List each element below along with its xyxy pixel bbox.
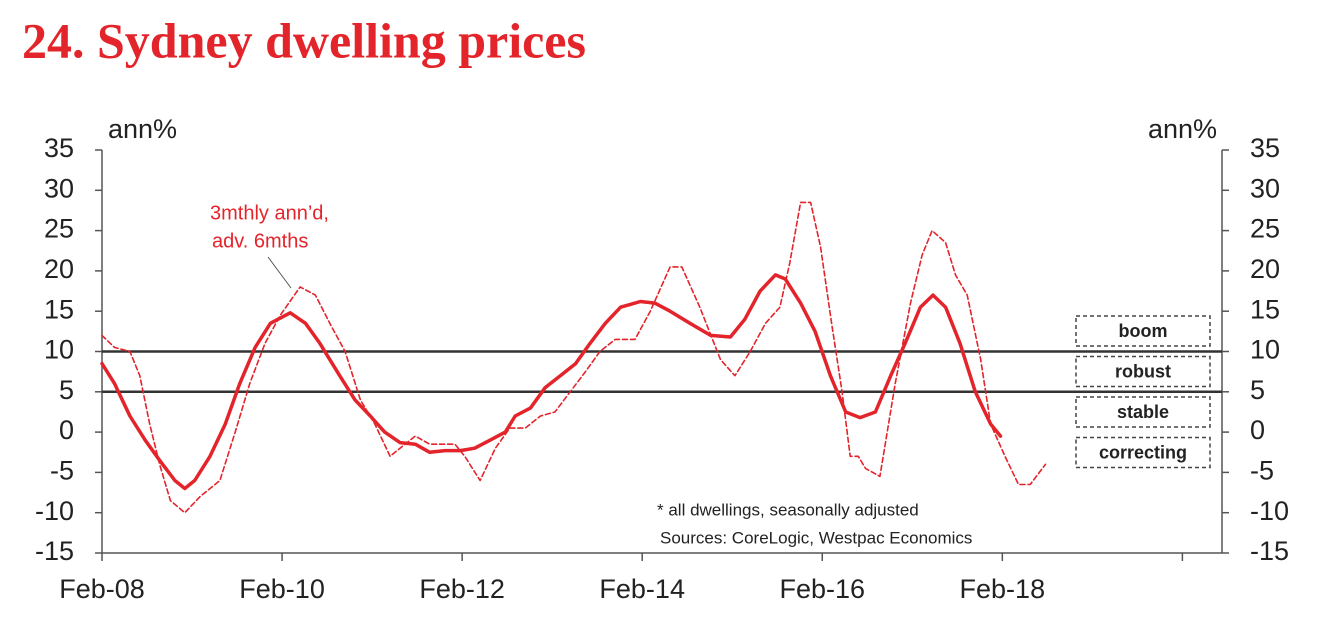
y2-axis-label: ann%	[1148, 114, 1217, 144]
y-tick-label: -15	[35, 536, 74, 566]
y2-tick-label: -5	[1250, 456, 1274, 486]
zone-box	[1075, 396, 1211, 428]
zone-box	[1075, 315, 1211, 347]
x-tick-label: Feb-08	[59, 574, 145, 604]
zone-label: robust	[1115, 361, 1171, 381]
footnote: * all dwellings, seasonally adjusted	[657, 500, 919, 519]
y-axis-label: ann%	[108, 114, 177, 144]
y2-tick-label: 35	[1250, 133, 1280, 163]
zone-label: stable	[1117, 402, 1169, 422]
x-tick-label: Feb-18	[960, 574, 1046, 604]
annotation: 3mthly ann’d,	[210, 202, 329, 224]
y2-tick-label: -10	[1250, 496, 1289, 526]
y2-tick-label: 10	[1250, 335, 1280, 365]
source-note: Sources: CoreLogic, Westpac Economics	[660, 528, 972, 547]
y-tick-label: 10	[44, 335, 74, 365]
zone-label: boom	[1119, 321, 1168, 341]
y-tick-label: 5	[59, 375, 74, 405]
y-tick-label: 25	[44, 214, 74, 244]
x-tick-label: Feb-10	[239, 574, 325, 604]
y2-tick-label: 15	[1250, 294, 1280, 324]
x-tick-label: Feb-14	[599, 574, 685, 604]
solid-line	[100, 273, 1003, 491]
y-tick-label: -5	[50, 456, 74, 486]
annotation-pointer	[267, 256, 292, 289]
chart-title: 24. Sydney dwelling prices	[22, 12, 586, 68]
annotation: adv. 6mths	[212, 230, 308, 252]
y2-tick-label: -15	[1250, 536, 1289, 566]
zone-box	[1075, 436, 1211, 469]
y2-tick-label: 25	[1250, 214, 1280, 244]
y-tick-label: 15	[44, 294, 74, 324]
y-tick-label: 30	[44, 173, 74, 203]
zone-box	[1075, 355, 1211, 388]
y2-tick-label: 5	[1250, 375, 1265, 405]
y-tick-label: 20	[44, 254, 74, 284]
x-tick-label: Feb-12	[419, 574, 505, 604]
dashed-line	[101, 201, 1047, 514]
y2-tick-label: 0	[1250, 415, 1265, 445]
y2-tick-label: 20	[1250, 254, 1280, 284]
y2-tick-label: 30	[1250, 173, 1280, 203]
y-tick-label: 35	[44, 133, 74, 163]
x-tick-label: Feb-16	[779, 574, 865, 604]
y-tick-label: -10	[35, 496, 74, 526]
y-tick-label: 0	[59, 415, 74, 445]
zone-label: correcting	[1099, 442, 1187, 462]
